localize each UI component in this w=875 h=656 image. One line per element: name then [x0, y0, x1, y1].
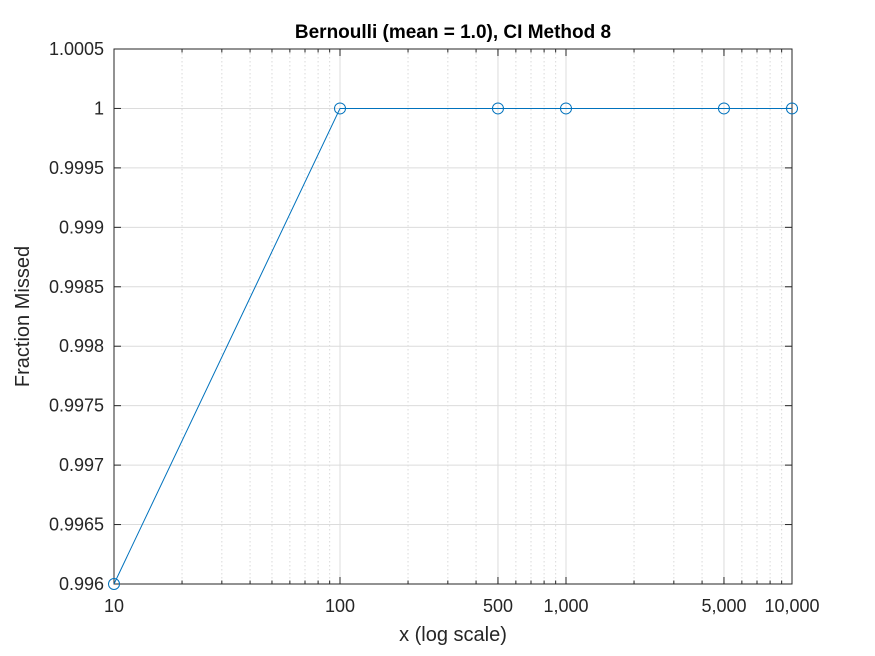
x-tick-label: 100	[325, 596, 355, 616]
x-tick-label: 10	[104, 596, 124, 616]
x-axis-label: x (log scale)	[399, 624, 507, 646]
data-point-marker	[334, 102, 346, 115]
series-layer	[108, 102, 798, 590]
plot-area-frame	[113, 48, 793, 585]
data-point-marker	[786, 102, 798, 115]
data-point-marker	[491, 102, 504, 115]
tick-marks	[113, 48, 793, 585]
x-tick-label: 10,000	[764, 596, 819, 616]
y-axis-label: Fraction Missed	[12, 246, 34, 387]
y-tick-label: 0.9995	[49, 158, 104, 178]
data-point-marker	[560, 102, 572, 115]
y-tick-label: 0.9975	[49, 396, 104, 416]
series-line	[113, 107, 792, 585]
x-tick-label: 1,000	[543, 596, 588, 616]
y-tick-labels: 0.996 0.9965 0.997 0.9975 0.998 0.9985 0.999 0.…	[49, 39, 104, 594]
x-tick-label: 5,000	[701, 596, 746, 616]
chart-title: Bernoulli (mean = 1.0), CI Method 8	[295, 22, 611, 43]
y-tick-label: 0.996	[59, 574, 104, 594]
y-tick-label: 1	[94, 98, 104, 118]
y-tick-label: 0.9985	[49, 277, 104, 297]
y-tick-label: 0.999	[59, 217, 104, 237]
minor-grid	[181, 49, 783, 584]
y-tick-label: 0.998	[59, 336, 104, 356]
major-grid	[114, 49, 792, 584]
data-point-marker	[717, 102, 730, 115]
y-tick-label: 1.0005	[49, 39, 104, 59]
x-tick-label: 500	[483, 596, 513, 616]
x-tick-labels: 10 100 500 1,000 5,000 10,000	[104, 596, 820, 616]
y-tick-label: 0.9965	[49, 515, 104, 535]
data-point-marker	[108, 578, 120, 590]
y-tick-label: 0.997	[59, 455, 104, 475]
